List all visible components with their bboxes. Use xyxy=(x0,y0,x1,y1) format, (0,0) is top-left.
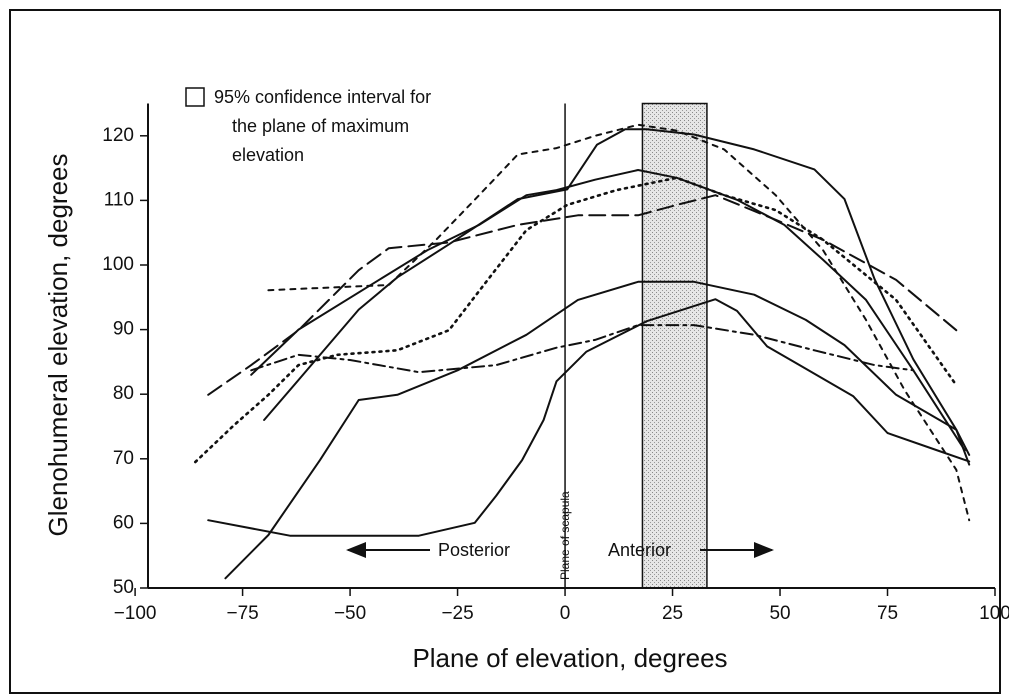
x-tick-label: 25 xyxy=(662,603,683,624)
legend-note: elevation xyxy=(232,145,304,165)
y-tick-label: 110 xyxy=(104,189,134,210)
series-line xyxy=(207,298,971,537)
series-line xyxy=(207,194,958,396)
x-tick-label: 100 xyxy=(979,603,1009,624)
y-tick-label: 90 xyxy=(113,319,134,340)
x-tick-label: 50 xyxy=(769,603,790,624)
y-tick-label: 100 xyxy=(102,254,134,275)
confidence-band xyxy=(641,102,708,589)
x-tick-label: −25 xyxy=(441,603,473,624)
series-line xyxy=(250,169,966,452)
legend-swatch xyxy=(185,87,205,107)
series-line xyxy=(267,123,971,522)
x-tick-label: −75 xyxy=(226,603,258,624)
x-tick-label: −50 xyxy=(334,603,366,624)
legend-note: the plane of maximum xyxy=(232,116,409,136)
reference-label: Plane of scapula xyxy=(558,491,572,580)
series-line xyxy=(194,176,958,464)
direction-label: Posterior xyxy=(438,540,510,560)
direction-label: Anterior xyxy=(608,540,671,560)
y-tick-label: 70 xyxy=(113,448,134,469)
y-tick-label: 60 xyxy=(113,512,134,533)
x-tick-label: −100 xyxy=(114,603,157,624)
plot-area: Plane of scapula 50 60 70 80 90 100 110 120 −100 −… xyxy=(102,102,1009,624)
legend-note: 95% confidence interval for xyxy=(214,87,431,107)
x-axis-label: Plane of elevation, degrees xyxy=(412,643,727,673)
x-tick-label: 0 xyxy=(560,603,571,624)
y-tick-label: 50 xyxy=(113,577,134,598)
y-tick-label: 80 xyxy=(113,383,134,404)
y-tick-label: 120 xyxy=(102,125,134,146)
series-line xyxy=(224,280,971,580)
x-tick-label: 75 xyxy=(877,603,898,624)
series-line xyxy=(250,324,915,374)
y-axis-label: Glenohumeral elevation, degrees xyxy=(43,153,73,536)
frame xyxy=(9,9,1001,694)
